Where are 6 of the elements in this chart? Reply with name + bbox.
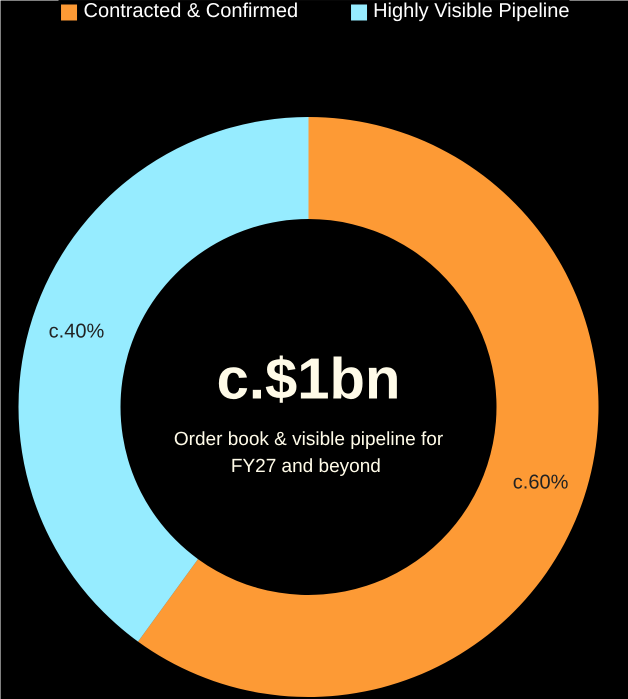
data-label: c.60%: [512, 471, 569, 494]
legend-label: Highly Visible Pipeline: [373, 0, 570, 23]
text: Order book & visible pipeline for FY27 and beyond: [174, 428, 444, 478]
text: c.$1bn: [216, 346, 400, 412]
data-label: c.40%: [48, 320, 104, 343]
legend-label: Contracted & Confirmed: [84, 0, 298, 23]
